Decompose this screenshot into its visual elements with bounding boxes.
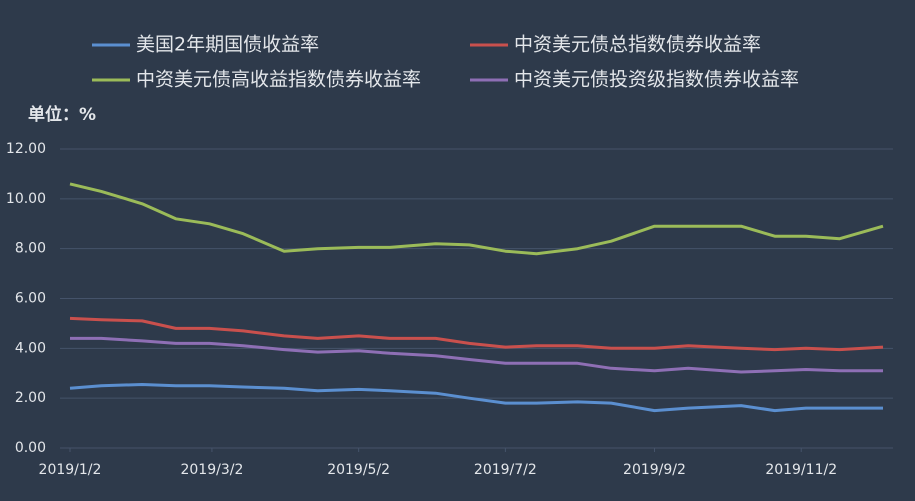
- x-tick-label: 2019/9/2: [623, 462, 686, 478]
- legend-label: 中资美元债投资级指数债券收益率: [514, 69, 799, 91]
- legend-label: 中资美元债总指数债券收益率: [514, 34, 761, 56]
- series-line: [70, 336, 883, 374]
- x-tick-label: 2019/11/2: [765, 462, 837, 478]
- x-tick-label: 2019/1/2: [39, 462, 102, 478]
- y-tick-label: 6.00: [15, 291, 46, 307]
- series-line: [69, 316, 884, 352]
- y-tick-label: 8.00: [15, 241, 46, 257]
- x-tick-label: 2019/5/2: [327, 462, 390, 478]
- y-tick-label: 12.00: [6, 141, 46, 157]
- series-line: [69, 182, 884, 256]
- subtitle: 单位：%: [28, 104, 96, 125]
- x-tick-label: 2019/3/2: [180, 462, 243, 478]
- legend-label: 美国2年期国债收益率: [136, 34, 319, 56]
- y-tick-label: 2.00: [15, 390, 46, 406]
- series-line: [69, 383, 883, 413]
- x-tick-label: 2019/7/2: [474, 462, 537, 478]
- y-tick-label: 4.00: [15, 340, 46, 356]
- y-tick-label: 10.00: [6, 191, 46, 207]
- y-tick-label: 0.00: [15, 440, 46, 456]
- legend-label: 中资美元债高收益指数债券收益率: [136, 69, 421, 91]
